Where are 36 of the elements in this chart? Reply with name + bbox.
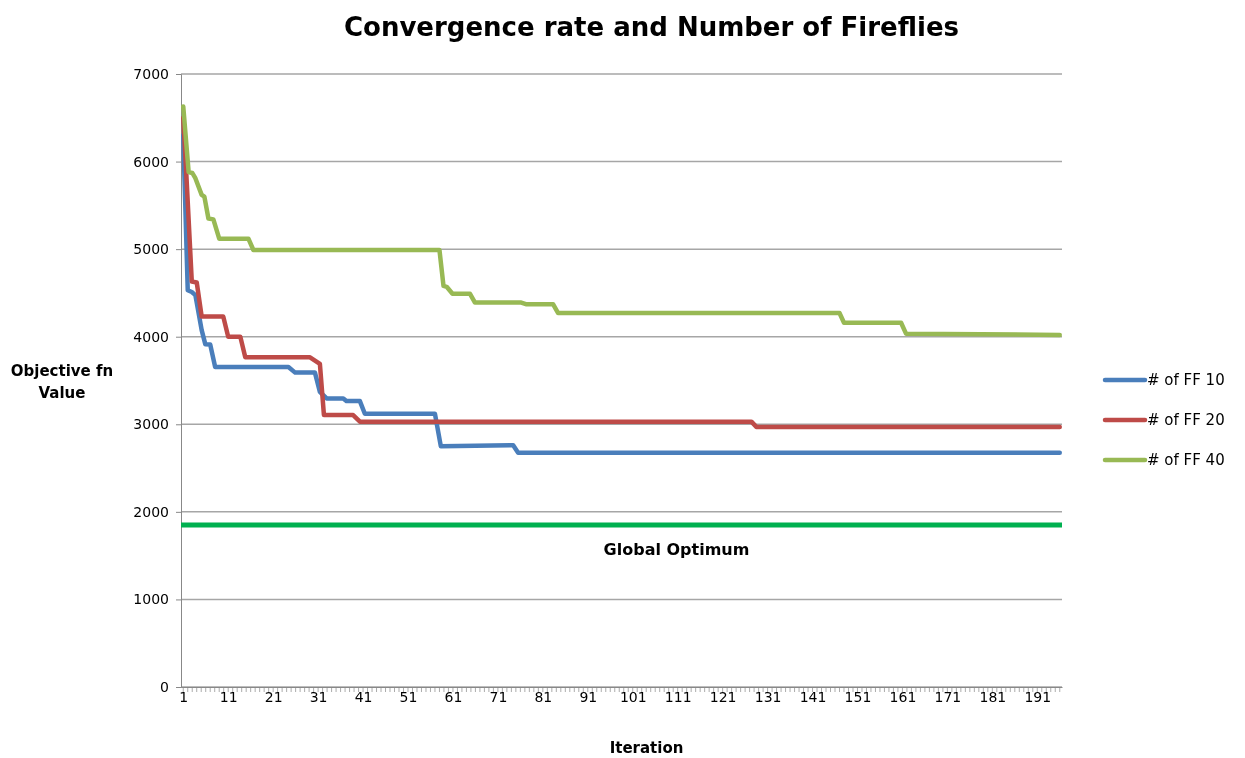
x-tick-label: 171 (934, 689, 962, 705)
x-tick-label: 21 (264, 689, 283, 705)
x-tick-label: 111 (664, 689, 692, 705)
y-tick-label: 1000 (133, 591, 169, 608)
x-tick-label: 91 (579, 689, 598, 705)
y-tick-label: 2000 (133, 503, 169, 520)
x-axis-title: Iteration (609, 739, 684, 757)
ref-line-label: Global Optimum (603, 539, 750, 559)
x-tick-label: 131 (754, 689, 782, 705)
x-tick-label: 1 (179, 689, 189, 705)
x-tick-label: 141 (799, 689, 827, 705)
x-tick-label: 41 (354, 689, 373, 705)
x-tick-label: 121 (709, 689, 737, 705)
x-tick-label: 161 (889, 689, 917, 705)
x-tick-label: 81 (534, 689, 553, 705)
x-tick-label: 31 (309, 689, 328, 705)
x-tick-label: 51 (399, 689, 418, 705)
legend-label: # of FF 10 (1147, 371, 1225, 389)
x-tick-label: 11 (219, 689, 238, 705)
y-tick-label: 5000 (133, 241, 169, 258)
x-tick-label: 181 (979, 689, 1007, 705)
y-tick-label: 0 (160, 678, 169, 695)
x-tick-label: 151 (844, 689, 872, 705)
x-tick-label: 101 (619, 689, 647, 705)
x-tick-label: 191 (1024, 689, 1052, 705)
line-series (181, 104, 1062, 338)
y-tick-label: 7000 (133, 65, 169, 82)
legend-label: # of FF 20 (1147, 411, 1225, 429)
y-tick-label: 3000 (133, 416, 169, 433)
legend-label: # of FF 40 (1147, 451, 1225, 469)
x-tick-label: 71 (489, 689, 508, 705)
y-tick-label: 4000 (133, 328, 169, 345)
x-tick-label: 61 (444, 689, 463, 705)
chart-title: Convergence rate and Number of Fireflies (343, 12, 960, 42)
y-axis-title: Objective fn Value (10, 362, 114, 402)
y-tick-label: 6000 (133, 153, 169, 170)
